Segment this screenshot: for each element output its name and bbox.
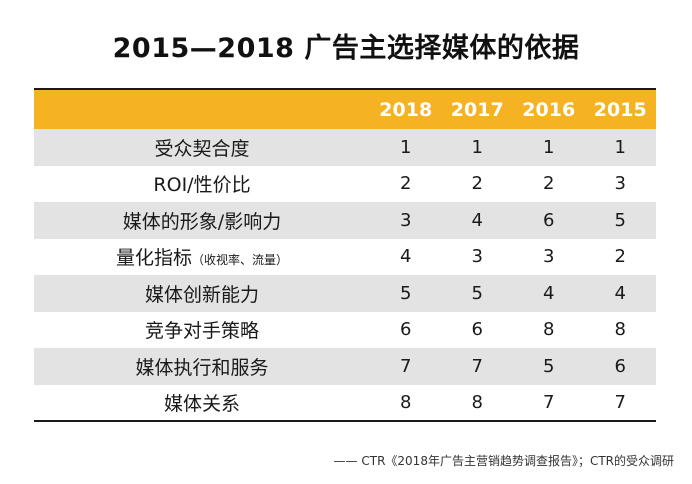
- row-label-note: （收视率、流量）: [192, 253, 289, 268]
- rank-cell: 7: [614, 391, 626, 413]
- row-label-text: ROI/性价比: [153, 174, 251, 197]
- row-label: 媒体的形象/影响力: [34, 202, 370, 239]
- rank-cell: 6: [471, 319, 483, 341]
- rank-cell: 5: [400, 282, 412, 304]
- rank-cell: 2: [400, 173, 412, 195]
- rank-cell: 3: [543, 246, 555, 268]
- header-year: 2015: [593, 98, 647, 121]
- table-header-row: 2018 2017 2016 2015: [34, 89, 656, 129]
- rank-cell: 3: [471, 246, 483, 268]
- rank-cell: 4: [614, 282, 626, 304]
- rank-cell: 8: [614, 319, 626, 341]
- row-label-text: 竞争对手策略: [144, 320, 259, 343]
- table-row: ROI/性价比 2 2 2 3: [34, 166, 656, 203]
- header-year: 2016: [522, 98, 576, 121]
- rank-cell: 8: [400, 391, 412, 413]
- chart-title: 2015—2018 广告主选择媒体的依据: [112, 33, 580, 64]
- table-row: 媒体关系 8 8 7 7: [34, 385, 656, 422]
- rank-cell: 6: [400, 319, 412, 341]
- rank-cell: 5: [471, 282, 483, 304]
- rank-cell: 2: [614, 246, 626, 268]
- rank-cell: 7: [471, 355, 483, 377]
- table-body: 受众契合度 1 1 1 1 ROI/性价比 2 2 2 3 媒体的形象/影响力 3 4 6 5 量化指标（收视…: [34, 129, 656, 421]
- row-label: 量化指标（收视率、流量）: [34, 239, 370, 276]
- rank-cell: 5: [614, 209, 626, 231]
- row-label-text: 受众契合度: [154, 137, 250, 160]
- rank-cell: 2: [471, 173, 483, 195]
- rank-cell: 6: [614, 355, 626, 377]
- row-label: 媒体关系: [34, 385, 370, 422]
- rank-cell: 4: [471, 209, 483, 231]
- rank-cell: 2: [543, 173, 555, 195]
- row-label-text: 媒体执行和服务: [135, 356, 269, 379]
- rank-cell: 1: [400, 136, 412, 158]
- rank-cell: 4: [543, 282, 555, 304]
- row-label-text: 量化指标: [115, 247, 192, 270]
- rank-cell: 3: [400, 209, 412, 231]
- row-label: 受众契合度: [34, 129, 370, 166]
- row-label-text: 媒体关系: [163, 392, 240, 415]
- row-label: 媒体执行和服务: [34, 348, 370, 385]
- table-row: 媒体执行和服务 7 7 5 6: [34, 348, 656, 385]
- header-year: 2018: [379, 98, 433, 121]
- rank-cell: 8: [543, 319, 555, 341]
- rank-cell: 4: [400, 246, 412, 268]
- row-label-text: 媒体的形象/影响力: [122, 210, 282, 233]
- ranking-table-container: 2018 2017 2016 2015 受众契合度 1 1 1 1 ROI/性价比 2 2 2 3…: [34, 88, 656, 422]
- source-note: —— CTR《2018年广告主营销趋势调查报告》；CTR的受众调研: [333, 454, 674, 468]
- table-row: 媒体的形象/影响力 3 4 6 5: [34, 202, 656, 239]
- ranking-table: 2018 2017 2016 2015 受众契合度 1 1 1 1 ROI/性价比 2 2 2 3…: [34, 88, 656, 422]
- rank-cell: 7: [543, 391, 555, 413]
- row-label: 竞争对手策略: [34, 312, 370, 349]
- rank-cell: 3: [614, 173, 626, 195]
- header-label-cell: [34, 89, 370, 129]
- rank-cell: 8: [471, 391, 483, 413]
- rank-cell: 1: [471, 136, 483, 158]
- rank-cell: 5: [543, 355, 555, 377]
- table-row: 媒体创新能力 5 5 4 4: [34, 275, 656, 312]
- table-row: 竞争对手策略 6 6 8 8: [34, 312, 656, 349]
- table-row: 受众契合度 1 1 1 1: [34, 129, 656, 166]
- rank-cell: 6: [543, 209, 555, 231]
- row-label-text: 媒体创新能力: [144, 283, 259, 306]
- header-year: 2017: [450, 98, 504, 121]
- rank-cell: 1: [543, 136, 555, 158]
- row-label: ROI/性价比: [34, 166, 370, 203]
- table-row: 量化指标（收视率、流量） 4 3 3 2: [34, 239, 656, 276]
- row-label: 媒体创新能力: [34, 275, 370, 312]
- rank-cell: 1: [614, 136, 626, 158]
- rank-cell: 7: [400, 355, 412, 377]
